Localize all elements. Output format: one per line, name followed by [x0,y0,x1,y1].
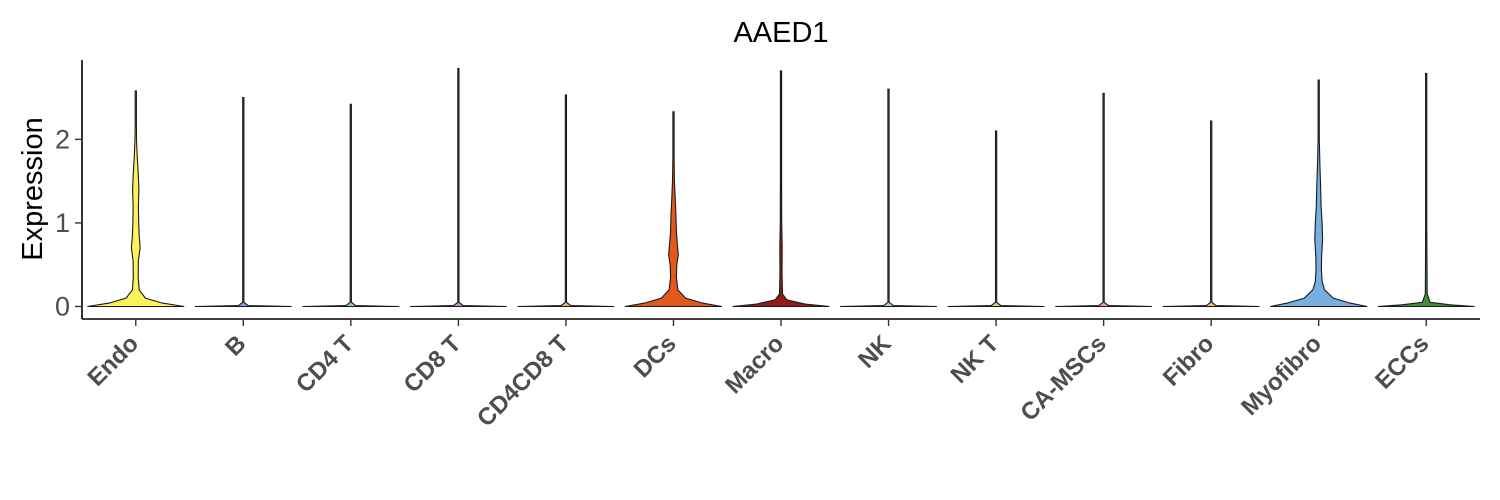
x-tick-label: NK [853,330,897,374]
x-tick-label: CD4 T [291,330,359,398]
y-axis: 0 1 2 [55,60,83,321]
x-tick-label: CD8 T [399,330,467,398]
x-tick-label: Myofibro [1236,330,1327,421]
y-tick-label: 2 [55,124,70,154]
x-tick-label: NK T [946,330,1005,389]
x-tick-label: Endo [82,330,144,392]
violin-eccs [1377,72,1475,308]
violin-nk [840,88,937,308]
violin-cd4cd8-t [517,94,615,308]
x-tick-label: ECCs [1370,330,1434,394]
y-tick-label: 0 [55,291,70,321]
violin-macro [732,70,830,308]
x-tick-label: Fibro [1158,330,1220,392]
x-tick-label: CD4CD8 T [472,330,574,432]
violin-dcs [625,111,722,308]
violin-fibro [1162,120,1260,308]
violin-endo [87,90,185,308]
x-axis: Endo B CD4 T CD8 T CD4CD8 T DCs Macro NK NK T CA-… [82,318,1480,432]
x-tick-label: Macro [720,330,789,399]
x-tick-label: B [220,330,251,361]
violin-b [194,97,292,308]
x-tick-label: DCs [629,330,682,383]
violin-myofibro [1270,79,1368,308]
violin-cd8-t [409,67,507,308]
violins-group [87,67,1475,308]
chart-title: AAED1 [733,17,828,49]
x-tick-label: CA-MSCs [1015,330,1111,426]
y-axis-label: Expression [17,117,49,260]
violin-cd4-t [302,103,400,308]
y-tick-label: 1 [55,208,70,238]
violin-ca-mscs [1055,92,1153,308]
violin-nk-t [947,130,1045,308]
